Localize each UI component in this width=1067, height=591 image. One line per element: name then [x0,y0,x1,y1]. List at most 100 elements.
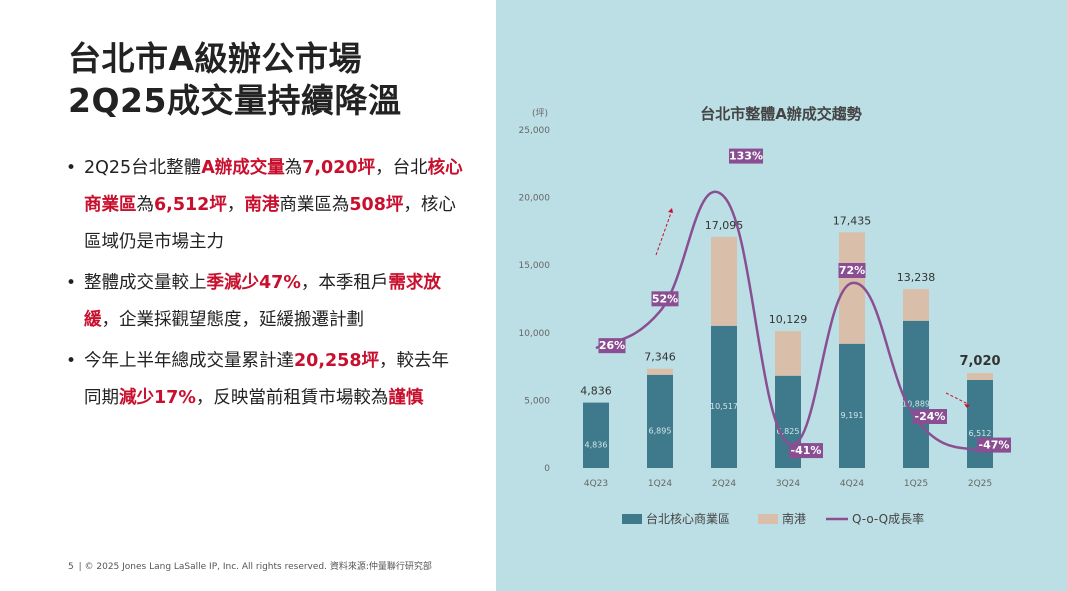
total-label: 10,129 [769,313,808,326]
legend-swatch-core [622,514,642,524]
bullet-text: 今年上半年總成交量累計達 [84,351,294,371]
legend-swatch-nangang [758,514,778,524]
bullet-text: 為 [284,158,303,178]
total-label: 17,435 [833,214,872,227]
bullet-highlight: A辦成交量 [201,158,285,178]
title-line-2: 2Q25成交量持續降溫 [68,81,402,120]
bullet-text: ， [226,195,245,215]
qoq-label: 52% [652,292,678,305]
footer: 5 | © 2025 Jones Lang LaSalle IP, Inc. A… [68,559,432,572]
qoq-label: -41% [791,444,822,457]
qoq-line [595,190,981,453]
bullet-text: ，反映當前租賃市場較為 [195,388,389,408]
qoq-label: 133% [729,150,763,163]
bullet-text: ，本季租戶 [300,273,389,293]
trend-arrowhead-down [964,404,970,408]
trend-arrow-up [655,209,673,256]
total-label: 17,095 [705,219,744,232]
chart-panel: 台北市整體A辦成交趨勢 (坪) 0 5,000 10,000 15,000 20,000 25… [496,0,1067,591]
bullet-item: 整體成交量較上季減少47%，本季租戶需求放緩，企業採觀望態度，延緩搬遷計劃 [66,265,466,339]
qoq-label: 72% [839,264,865,277]
bullet-item: 2Q25台北整體A辦成交量為7,020坪，台北核心商業區為6,512坪，南港商業… [66,150,466,261]
core-value-label: 10,889 [902,399,930,408]
bar-nangang [967,373,993,380]
bullet-highlight: 20,258坪 [294,351,380,371]
total-label: 4,836 [580,385,612,398]
chart-svg: 台北市整體A辦成交趨勢 (坪) 0 5,000 10,000 15,000 20,000 25… [519,105,1011,526]
y-tick-label: 10,000 [519,329,551,339]
bullet-highlight: 季減少47% [206,273,301,293]
qoq-label-bg [913,409,947,424]
legend-label-core: 台北核心商業區 [646,511,730,526]
total-label: 13,238 [897,271,936,284]
core-value-label: 6,512 [969,429,992,438]
bullet-highlight: 需求放緩 [84,273,441,330]
qoq-label-bg [651,291,679,307]
y-tick-label: 0 [544,464,550,474]
core-value-label: 6,895 [649,426,672,435]
bullet-highlight: 謹慎 [388,388,424,408]
bullet-highlight: 7,020坪 [302,158,376,178]
bullet-list: 2Q25台北整體A辦成交量為7,020坪，台北核心商業區為6,512坪，南港商業… [66,150,466,421]
bar-core [647,374,673,468]
qoq-label-bg [977,437,1011,453]
y-axis-unit: (坪) [532,108,548,119]
legend-label-nangang: 南港 [782,511,806,526]
x-tick-label: 1Q25 [904,479,928,489]
page-number: 5 [68,562,74,572]
bullet-highlight: 508坪 [349,195,404,215]
bar-nangang [647,368,673,375]
bar-nangang [775,331,801,376]
chart-title: 台北市整體A辦成交趨勢 [700,105,862,123]
bullet-highlight: 減少17% [119,388,196,408]
x-tick-label: 1Q24 [648,479,673,489]
qoq-label-bg [838,263,866,278]
x-tick-label: 3Q24 [776,479,801,489]
legend-label-qoq: Q-o-Q成長率 [852,511,924,526]
qoq-label: -47% [979,439,1010,452]
bar-core [839,343,865,468]
bullet-text: ，較去年同期 [84,351,450,408]
core-value-label: 9,191 [841,411,864,420]
title-line-1: 台北市A級辦公市場 [68,39,363,78]
bar-core [903,320,929,468]
total-label: 7,020 [959,354,1000,369]
bullet-highlight: 6,512坪 [154,195,227,215]
slide-title: 台北市A級辦公市場 2Q25成交量持續降溫 [68,38,488,122]
core-value-label: 6,825 [777,427,800,436]
bullet-text: ，核心區域仍是市場主力 [84,195,456,252]
bar-core [583,402,609,468]
qoq-label-bg [598,338,626,354]
bullet-text: 為 [136,195,155,215]
y-tick-label: 5,000 [524,396,550,406]
text-panel: 台北市A級辦公市場 2Q25成交量持續降溫 2Q25台北整體A辦成交量為7,02… [0,0,496,591]
y-tick-label: 25,000 [519,126,551,136]
footer-copyright: | © 2025 Jones Lang LaSalle IP, Inc. All… [78,562,432,572]
qoq-label: -24% [915,410,946,423]
bullet-item: 今年上半年總成交量累計達20,258坪，較去年同期減少17%，反映當前租賃市場較… [66,343,466,417]
bullet-text: 整體成交量較上 [84,273,207,293]
x-tick-label: 2Q25 [968,479,992,489]
trend-arrow-down [945,392,969,405]
total-label: 7,346 [644,351,676,364]
qoq-label-bg [729,148,763,164]
y-tick-label: 20,000 [519,194,551,204]
x-tick-label: 4Q24 [840,479,865,489]
bullet-highlight: 核心商業區 [84,158,463,215]
x-tick-label: 4Q23 [584,479,608,489]
y-tick-label: 15,000 [519,261,551,271]
bullet-text: 商業區為 [279,195,350,215]
trend-arrowhead-up [668,208,673,213]
bullet-text: 2Q25台北整體 [84,158,202,178]
x-tick-label: 2Q24 [712,479,737,489]
bar-nangang [903,289,929,321]
bar-core [967,379,993,468]
qoq-label-bg [789,443,823,459]
bar-core [711,325,737,468]
core-value-label: 10,517 [710,402,738,411]
core-value-label: 4,836 [585,440,608,449]
bullet-text: ，台北 [375,158,428,178]
qoq-label: 26% [599,339,625,352]
bar-nangang [711,236,737,326]
bullet-highlight: 南港 [244,195,280,215]
